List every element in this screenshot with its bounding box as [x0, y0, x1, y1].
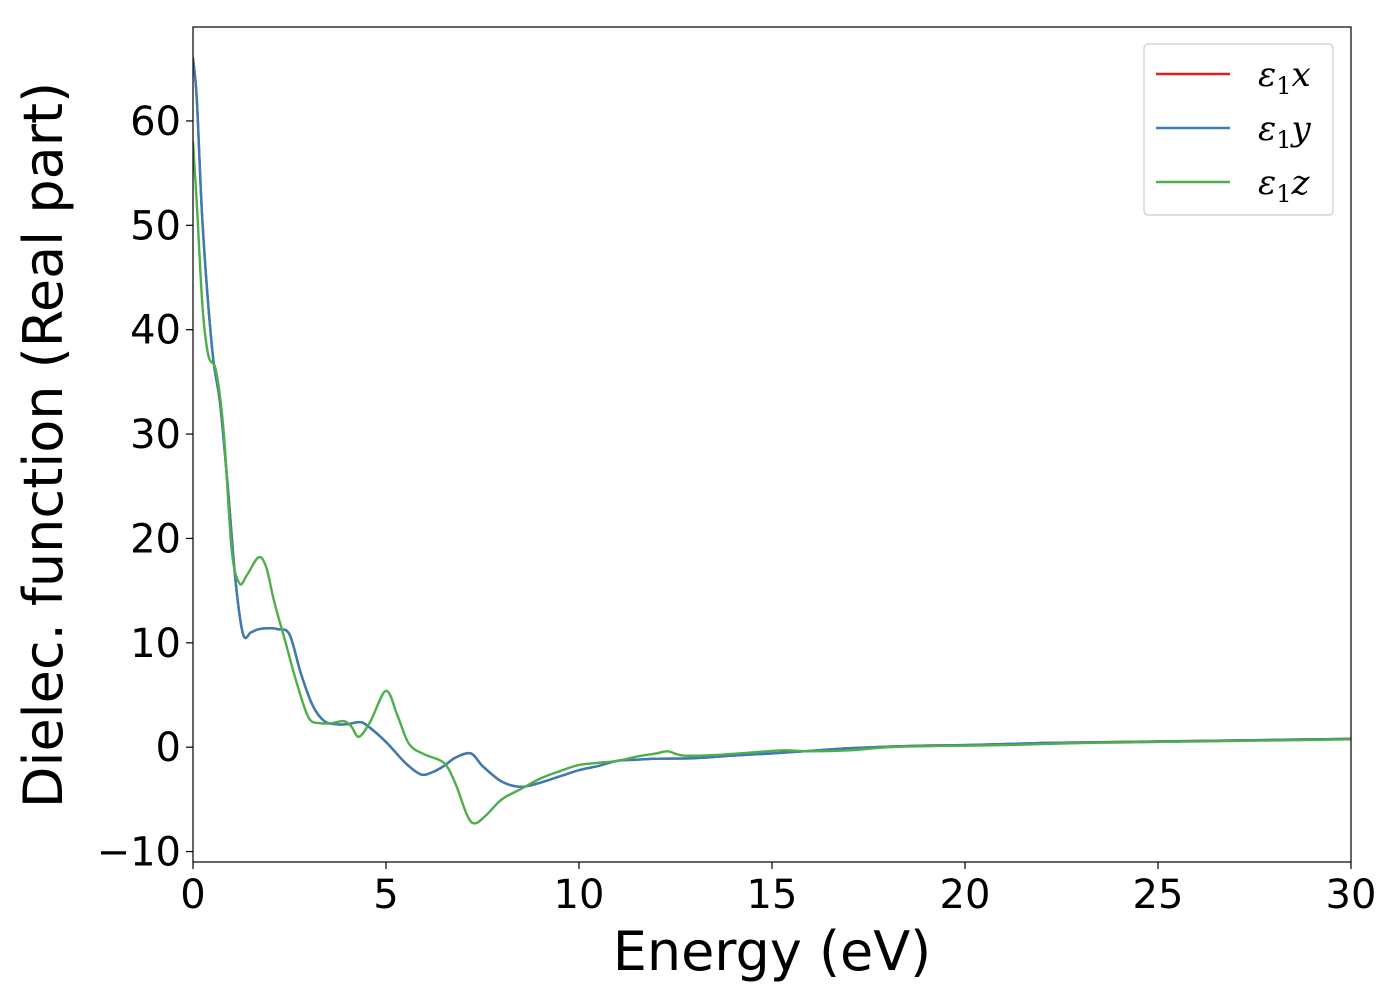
y-axis-ticks: −10 0 10 20 30 40 50 60: [97, 99, 193, 876]
legend-symbol: ε: [1258, 55, 1276, 95]
x-tick-label: 30: [1326, 872, 1377, 918]
y-tick-label: 10: [130, 621, 181, 667]
legend-frame: [1143, 43, 1334, 216]
legend-variable: z: [1291, 163, 1311, 203]
x-tick-label: 10: [554, 872, 605, 918]
y-tick-label: 60: [130, 99, 181, 145]
y-tick-label: 0: [156, 725, 181, 771]
legend-label: ε1y: [1258, 109, 1312, 154]
x-axis-label: Energy (eV): [613, 920, 932, 983]
legend-label: ε1x: [1258, 55, 1311, 100]
y-tick-label: 30: [130, 412, 181, 458]
series-line-eps1z: [193, 140, 1351, 825]
x-tick-label: 15: [747, 872, 798, 918]
x-tick-label: 0: [180, 872, 205, 918]
y-tick-label: −10: [97, 830, 181, 876]
legend-subscript: 1: [1276, 126, 1291, 154]
legend-symbol: ε: [1258, 109, 1276, 149]
legend-subscript: 1: [1276, 180, 1291, 208]
x-axis-ticks: 0 5 10 15 20 25 30: [180, 862, 1376, 918]
legend-label: ε1z: [1258, 163, 1311, 208]
legend-subscript: 1: [1276, 72, 1291, 100]
legend-variable: y: [1290, 109, 1312, 149]
y-axis-label: Dielec. function (Real part): [12, 82, 75, 808]
y-tick-label: 40: [130, 308, 181, 354]
x-tick-label: 5: [373, 872, 398, 918]
x-tick-label: 25: [1133, 872, 1184, 918]
y-tick-label: 50: [130, 203, 181, 249]
legend-variable: x: [1292, 55, 1311, 95]
legend-symbol: ε: [1258, 163, 1276, 203]
y-tick-label: 20: [130, 516, 181, 562]
series-layer: [193, 57, 1351, 825]
x-tick-label: 20: [940, 872, 991, 918]
